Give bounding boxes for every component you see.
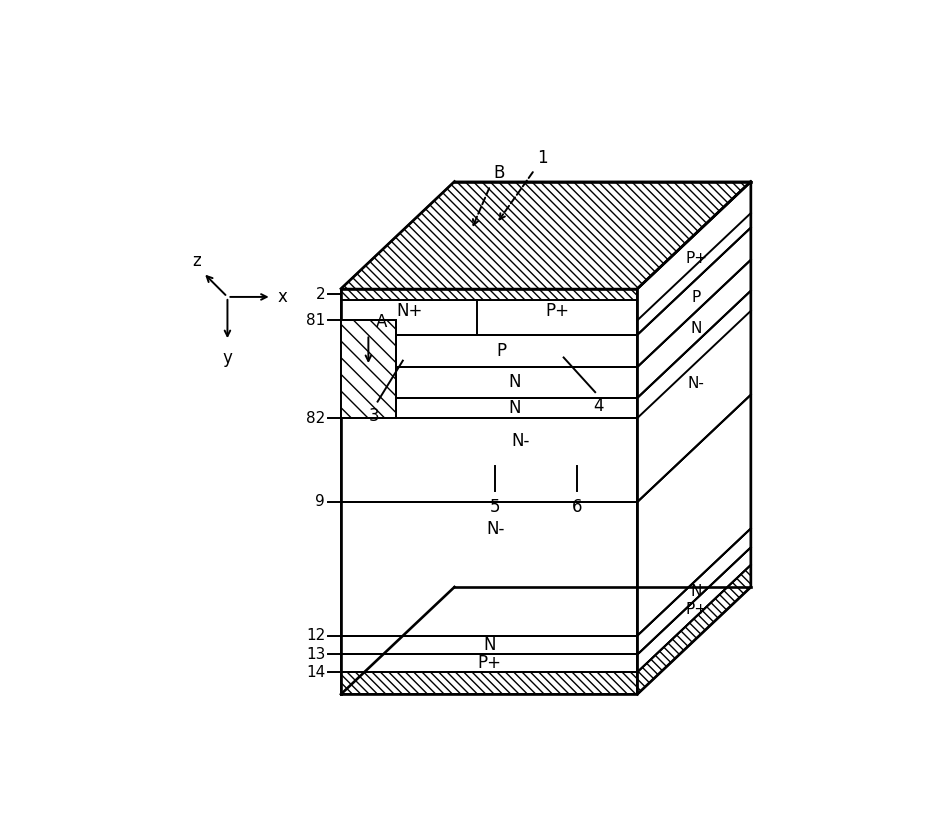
Text: N: N xyxy=(691,584,702,599)
Bar xyxy=(341,300,637,335)
Text: 4: 4 xyxy=(593,397,604,415)
Text: y: y xyxy=(223,349,232,367)
Polygon shape xyxy=(637,395,751,636)
Text: P+: P+ xyxy=(685,251,708,265)
Text: N: N xyxy=(508,373,520,391)
Polygon shape xyxy=(637,547,751,672)
Bar xyxy=(341,418,637,502)
Polygon shape xyxy=(341,182,751,289)
Text: P: P xyxy=(497,342,506,360)
Text: B: B xyxy=(493,165,505,183)
Text: N: N xyxy=(508,399,520,417)
Text: 81: 81 xyxy=(306,313,325,328)
Text: 12: 12 xyxy=(306,628,325,643)
Text: A: A xyxy=(376,314,388,332)
Text: 14: 14 xyxy=(306,665,325,680)
Text: N+: N+ xyxy=(396,302,422,320)
Polygon shape xyxy=(637,565,751,695)
Bar xyxy=(341,289,637,300)
Text: 82: 82 xyxy=(306,410,325,426)
Polygon shape xyxy=(637,260,751,398)
Bar xyxy=(341,335,637,367)
Text: 13: 13 xyxy=(306,647,325,662)
Text: N: N xyxy=(691,321,702,337)
Text: z: z xyxy=(192,251,201,269)
Polygon shape xyxy=(637,528,751,654)
Text: 6: 6 xyxy=(572,498,583,516)
Text: P+: P+ xyxy=(685,602,708,618)
Text: 3: 3 xyxy=(369,407,380,425)
Bar xyxy=(341,672,637,695)
Text: N-: N- xyxy=(688,376,705,391)
Bar xyxy=(341,320,396,418)
Polygon shape xyxy=(637,228,751,367)
Bar xyxy=(341,367,637,398)
Text: P: P xyxy=(692,290,701,305)
Text: 2: 2 xyxy=(315,287,325,302)
Bar xyxy=(341,672,637,695)
Text: P+: P+ xyxy=(477,654,501,672)
Text: N-: N- xyxy=(487,520,505,538)
Bar xyxy=(341,502,637,636)
Polygon shape xyxy=(637,182,751,335)
Text: 1: 1 xyxy=(537,149,548,167)
Text: P+: P+ xyxy=(546,302,569,320)
Polygon shape xyxy=(637,291,751,502)
Text: N: N xyxy=(483,636,495,654)
Bar xyxy=(341,654,637,672)
Bar xyxy=(341,398,637,418)
Bar xyxy=(341,636,637,654)
Text: N-: N- xyxy=(511,432,530,450)
Text: 5: 5 xyxy=(490,498,501,516)
Text: x: x xyxy=(278,288,287,306)
Text: 9: 9 xyxy=(315,495,325,509)
